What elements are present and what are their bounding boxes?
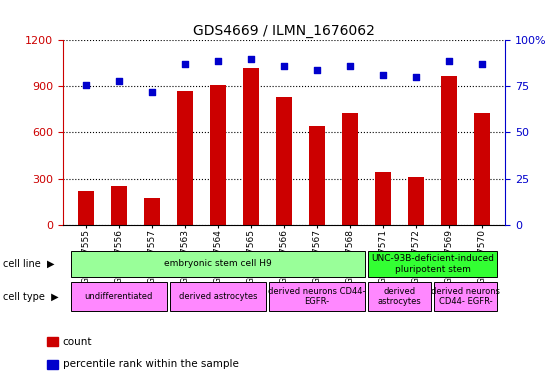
Point	[280, 63, 288, 69]
Bar	[170, 282, 266, 311]
Bar	[71, 282, 167, 311]
Text: derived astrocytes: derived astrocytes	[179, 292, 257, 301]
Bar	[71, 251, 365, 277]
Bar	[47, 360, 58, 369]
Text: derived
astrocytes: derived astrocytes	[378, 287, 422, 306]
Point	[378, 72, 387, 78]
Text: cell line  ▶: cell line ▶	[3, 259, 55, 269]
Point	[115, 78, 123, 84]
Text: derived neurons CD44-
EGFR-: derived neurons CD44- EGFR-	[268, 287, 366, 306]
Point	[346, 63, 354, 69]
Point	[412, 74, 420, 80]
Text: embryonic stem cell H9: embryonic stem cell H9	[164, 260, 272, 268]
Bar	[308, 126, 325, 225]
Bar	[441, 76, 457, 225]
Text: UNC-93B-deficient-induced
pluripotent stem: UNC-93B-deficient-induced pluripotent st…	[371, 254, 494, 274]
Bar	[368, 251, 497, 277]
Point	[247, 56, 256, 62]
Bar	[47, 338, 58, 346]
Bar	[269, 282, 365, 311]
Bar	[78, 191, 94, 225]
Point	[444, 58, 453, 64]
Bar	[210, 85, 226, 225]
Bar	[177, 91, 193, 225]
Point	[81, 81, 90, 88]
Bar	[474, 113, 490, 225]
Title: GDS4669 / ILMN_1676062: GDS4669 / ILMN_1676062	[193, 24, 375, 38]
Bar	[434, 282, 497, 311]
Point	[213, 58, 222, 64]
Bar	[144, 198, 160, 225]
Bar	[276, 97, 292, 225]
Bar	[111, 186, 127, 225]
Bar	[408, 177, 424, 225]
Point	[312, 67, 321, 73]
Bar	[242, 68, 259, 225]
Text: cell type  ▶: cell type ▶	[3, 291, 59, 302]
Point	[181, 61, 189, 67]
Bar	[375, 172, 391, 225]
Text: derived neurons
CD44- EGFR-: derived neurons CD44- EGFR-	[431, 287, 500, 306]
Text: percentile rank within the sample: percentile rank within the sample	[63, 359, 239, 369]
Bar	[368, 282, 431, 311]
Point	[478, 61, 486, 67]
Text: undifferentiated: undifferentiated	[85, 292, 153, 301]
Text: count: count	[63, 337, 92, 347]
Bar	[342, 113, 358, 225]
Point	[147, 89, 156, 95]
